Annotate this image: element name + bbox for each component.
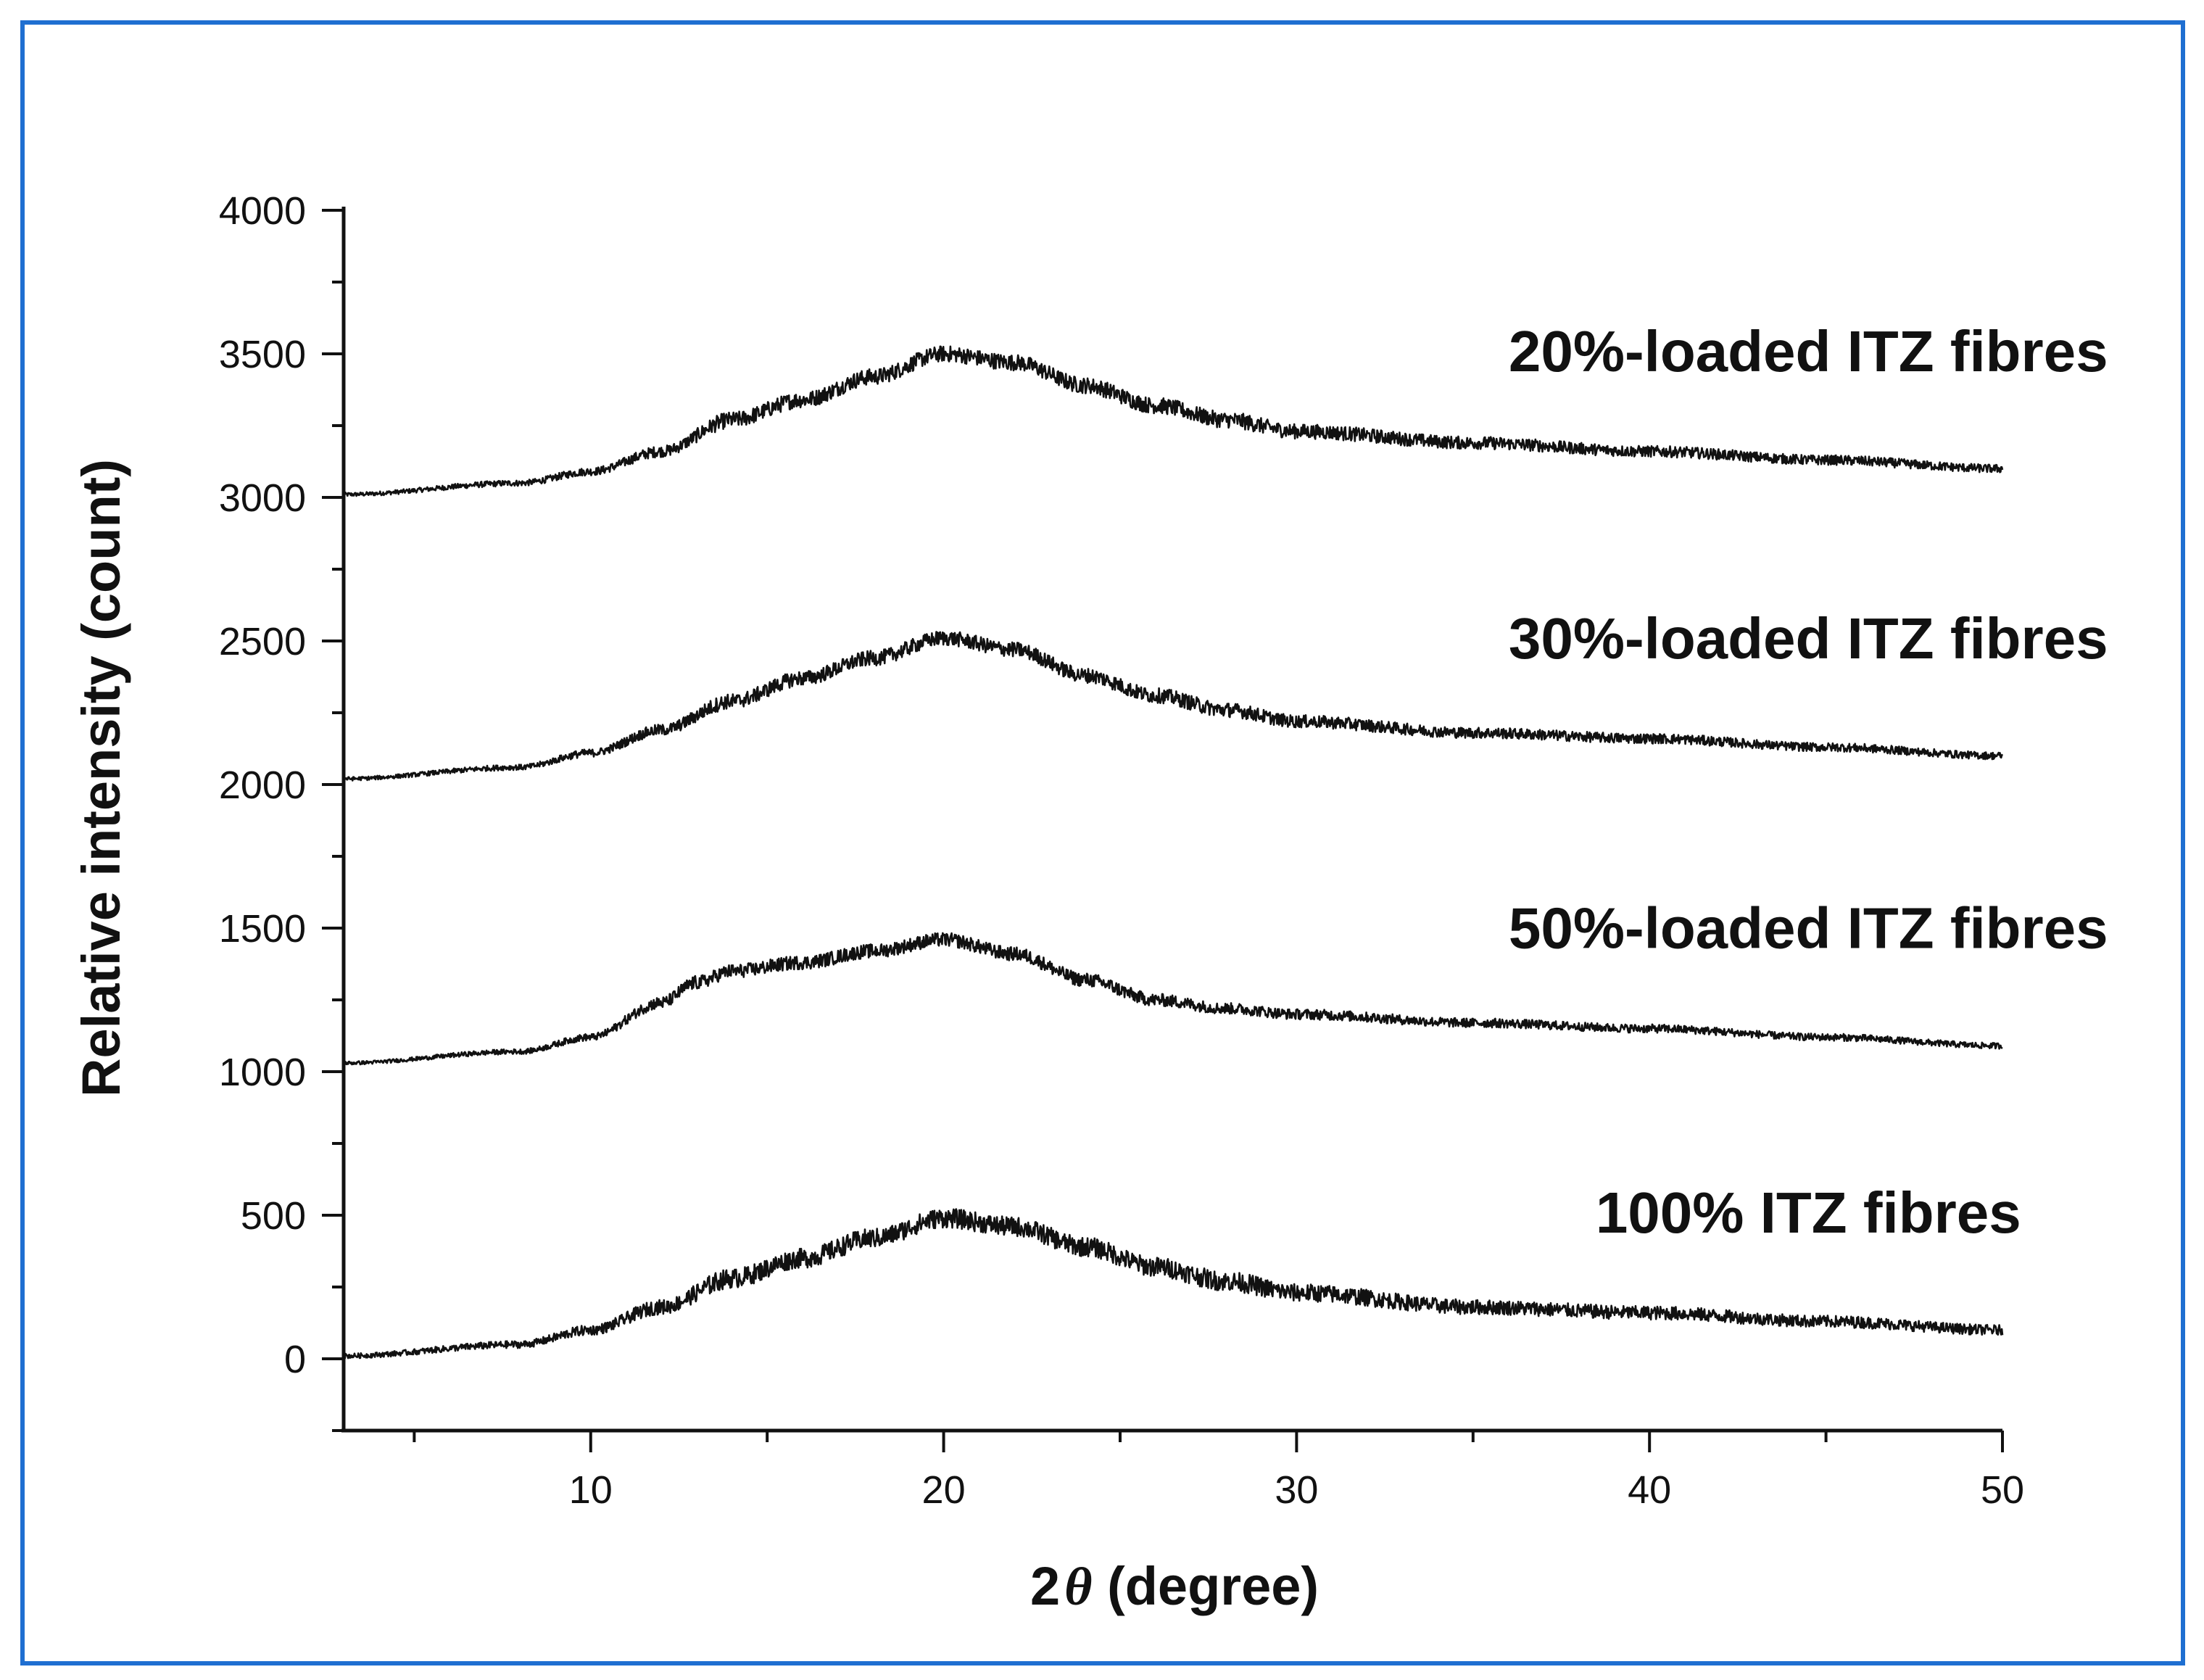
y-tick-label: 3500 (219, 333, 306, 376)
series-layer (342, 345, 2004, 1360)
y-tick-label: 2500 (219, 620, 306, 663)
x-tick-label: 30 (1275, 1468, 1318, 1512)
y-tick-label: 1500 (219, 907, 306, 951)
axes: 0 500 1000 1500 2000 2500 3000 3500 4000 10 20 30 40… (219, 189, 2024, 1512)
y-tick-label: 4000 (219, 189, 306, 233)
x-tick-label: 50 (1981, 1468, 2024, 1512)
series-label-0: 20%-loaded ITZ fibres (1509, 319, 2108, 384)
x-axis-title-prefix: 2 (1030, 1556, 1060, 1616)
y-tick-label: 1000 (219, 1051, 306, 1094)
series-label-1: 30%-loaded ITZ fibres (1509, 606, 2108, 671)
figure-frame (20, 20, 2185, 1665)
y-tick-label: 500 (241, 1194, 306, 1238)
x-axis-title: 2θ (degree) (1030, 1556, 1319, 1617)
series-line-2 (342, 932, 2003, 1066)
series-labels: 20%-loaded ITZ fibres 30%-loaded ITZ fibr… (1509, 319, 2108, 1245)
x-tick-label: 40 (1628, 1468, 1671, 1512)
y-tick-label: 3000 (219, 476, 306, 520)
x-axis-title-theta: θ (1064, 1557, 1092, 1617)
series-label-3: 100% ITZ fibres (1596, 1180, 2021, 1245)
x-axis-title-suffix: (degree) (1093, 1556, 1320, 1616)
series-line-3 (342, 1208, 2004, 1360)
y-tick-label: 0 (284, 1338, 306, 1381)
series-line-1 (343, 631, 2004, 782)
y-axis-title: Relative intensity (count) (71, 459, 131, 1097)
y-tick-label: 2000 (219, 764, 306, 807)
series-label-2: 50%-loaded ITZ fibres (1509, 896, 2108, 961)
series-line-0 (342, 345, 2004, 497)
x-tick-label: 20 (922, 1468, 966, 1512)
x-tick-label: 10 (569, 1468, 613, 1512)
